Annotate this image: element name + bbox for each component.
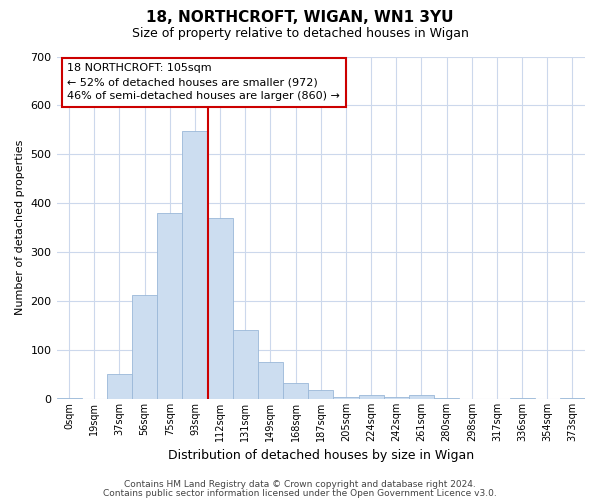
Text: Contains public sector information licensed under the Open Government Licence v3: Contains public sector information licen… [103,489,497,498]
Bar [383,396,409,399]
Y-axis label: Number of detached properties: Number of detached properties [15,140,25,316]
Bar [334,396,359,399]
X-axis label: Distribution of detached houses by size in Wigan: Distribution of detached houses by size … [168,450,474,462]
Text: Contains HM Land Registry data © Crown copyright and database right 2024.: Contains HM Land Registry data © Crown c… [124,480,476,489]
Text: 18 NORTHCROFT: 105sqm
← 52% of detached houses are smaller (972)
46% of semi-det: 18 NORTHCROFT: 105sqm ← 52% of detached … [67,64,340,102]
Bar [132,296,157,399]
Bar [258,362,283,399]
Bar [208,218,233,399]
Bar [283,384,308,399]
Bar [359,395,383,399]
Text: 18, NORTHCROFT, WIGAN, WN1 3YU: 18, NORTHCROFT, WIGAN, WN1 3YU [146,10,454,25]
Bar [308,390,334,399]
Bar [157,213,182,399]
Bar [182,132,208,399]
Bar [233,330,258,399]
Bar [409,395,434,399]
Text: Size of property relative to detached houses in Wigan: Size of property relative to detached ho… [131,28,469,40]
Bar [107,374,132,399]
Bar [509,398,535,399]
Bar [560,398,585,399]
Bar [56,398,82,399]
Bar [434,398,459,399]
